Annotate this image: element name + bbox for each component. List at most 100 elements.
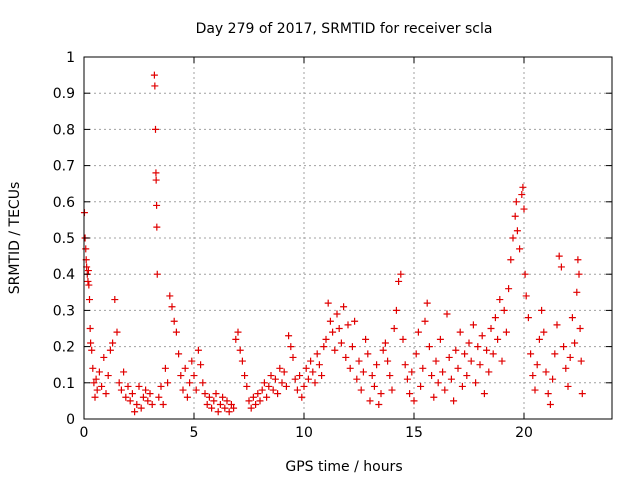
data-point xyxy=(86,325,94,332)
data-point xyxy=(522,292,530,300)
data-point xyxy=(142,386,150,394)
data-point xyxy=(516,245,524,253)
data-point xyxy=(386,372,394,380)
data-point xyxy=(274,390,282,398)
data-point xyxy=(574,256,582,264)
data-point xyxy=(377,390,385,398)
data-point xyxy=(133,401,141,409)
data-point xyxy=(216,401,224,409)
y-tick-label: 0.7 xyxy=(53,159,75,175)
data-point xyxy=(381,339,389,347)
data-point xyxy=(230,404,238,412)
data-point xyxy=(150,71,158,79)
data-point xyxy=(170,317,178,325)
data-point xyxy=(148,401,156,409)
data-point xyxy=(84,277,92,285)
data-point xyxy=(519,183,527,191)
data-point xyxy=(304,375,312,383)
data-point xyxy=(406,390,414,398)
data-point xyxy=(489,350,497,358)
data-point xyxy=(430,393,438,401)
data-point xyxy=(546,401,554,409)
data-point xyxy=(505,285,513,293)
data-point xyxy=(122,393,130,401)
data-point xyxy=(267,372,275,380)
data-point xyxy=(324,299,332,307)
data-point xyxy=(256,397,264,405)
data-point xyxy=(188,357,196,365)
data-point xyxy=(269,386,277,394)
data-point xyxy=(529,372,537,380)
y-tick-label: 0.8 xyxy=(53,122,75,138)
data-point xyxy=(538,306,546,314)
data-point xyxy=(373,361,381,369)
data-point xyxy=(421,317,429,325)
data-point xyxy=(168,303,176,311)
data-point xyxy=(159,401,167,409)
data-point xyxy=(351,317,359,325)
data-point xyxy=(84,267,92,275)
data-point xyxy=(494,335,502,343)
data-point xyxy=(124,382,132,390)
data-point xyxy=(357,386,365,394)
data-point xyxy=(214,408,222,416)
data-point xyxy=(203,401,211,409)
data-point xyxy=(439,368,447,376)
data-point xyxy=(249,393,257,401)
x-tick-label: 0 xyxy=(80,425,89,441)
data-point xyxy=(362,335,370,343)
data-point xyxy=(399,335,407,343)
data-point xyxy=(395,277,403,285)
data-point xyxy=(157,382,165,390)
data-point xyxy=(575,270,583,278)
data-point xyxy=(326,317,334,325)
data-point xyxy=(131,408,139,416)
data-point xyxy=(243,382,251,390)
data-point xyxy=(423,299,431,307)
data-point xyxy=(388,386,396,394)
data-point xyxy=(293,386,301,394)
data-point xyxy=(434,379,442,387)
y-tick-label: 0.1 xyxy=(53,376,75,392)
data-point xyxy=(194,346,202,354)
data-point xyxy=(152,176,160,184)
x-tick-label: 20 xyxy=(515,425,533,441)
data-point xyxy=(201,390,209,398)
data-point xyxy=(92,375,100,383)
data-point xyxy=(568,314,576,322)
data-point xyxy=(241,372,249,380)
data-point xyxy=(276,364,284,372)
data-point xyxy=(223,397,231,405)
data-point xyxy=(417,382,425,390)
data-point xyxy=(144,397,152,405)
data-point xyxy=(128,390,136,398)
y-tick-label: 0.6 xyxy=(53,195,75,211)
data-point xyxy=(507,256,515,264)
data-point xyxy=(478,332,486,340)
data-point xyxy=(87,339,95,347)
chart-title: Day 279 of 2017, SRMTID for receiver scl… xyxy=(196,21,493,37)
data-point xyxy=(285,332,293,340)
data-point xyxy=(456,328,464,336)
data-point xyxy=(183,393,191,401)
data-point xyxy=(392,306,400,314)
data-point xyxy=(263,393,271,401)
data-point xyxy=(139,393,147,401)
data-point xyxy=(450,397,458,405)
data-point xyxy=(544,390,552,398)
data-point xyxy=(210,397,218,405)
data-point xyxy=(177,372,185,380)
data-series-scla xyxy=(80,71,586,416)
data-point xyxy=(564,382,572,390)
data-point xyxy=(355,357,363,365)
data-point xyxy=(513,227,521,235)
data-point xyxy=(117,386,125,394)
data-point xyxy=(155,393,163,401)
data-point xyxy=(322,335,330,343)
grid-lines xyxy=(84,57,612,419)
data-point xyxy=(562,364,570,372)
data-point xyxy=(483,346,491,354)
plot-frame xyxy=(83,56,613,420)
data-point xyxy=(502,328,510,336)
